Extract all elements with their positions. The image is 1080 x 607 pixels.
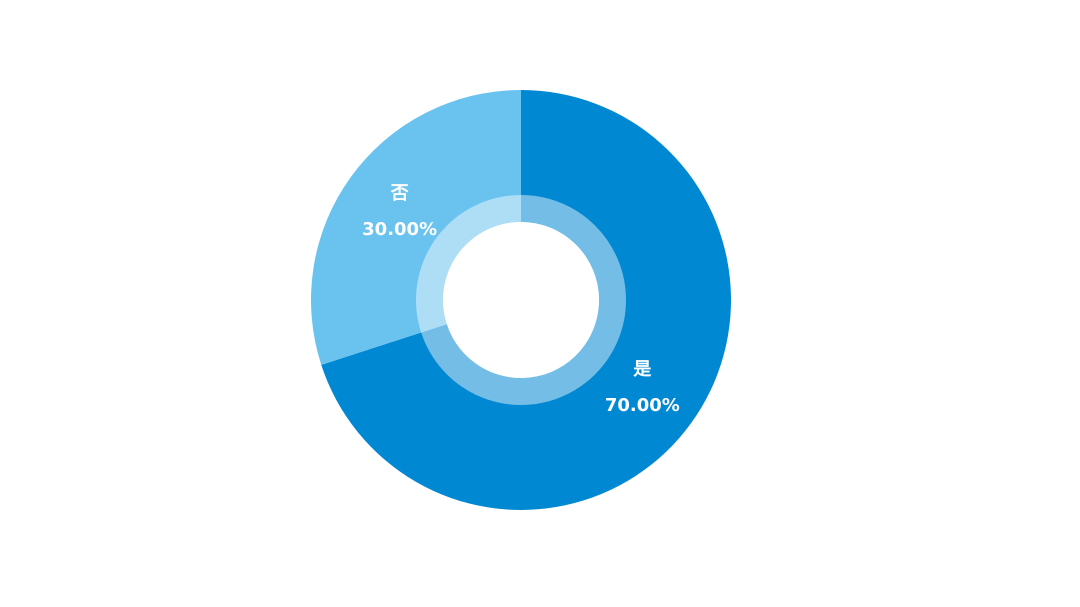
slice-category-label: 否 [390, 183, 409, 204]
slice-category-label: 是 [632, 359, 651, 380]
slice-value-label: 70.00% [605, 395, 680, 416]
slice [311, 90, 521, 365]
slices [311, 90, 731, 511]
inner-ring [416, 195, 626, 405]
slice-value-label: 30.00% [362, 219, 437, 240]
donut-hole [443, 222, 599, 378]
slice [321, 90, 731, 511]
labels: 是 70.00% 否 30.00% [362, 183, 680, 416]
